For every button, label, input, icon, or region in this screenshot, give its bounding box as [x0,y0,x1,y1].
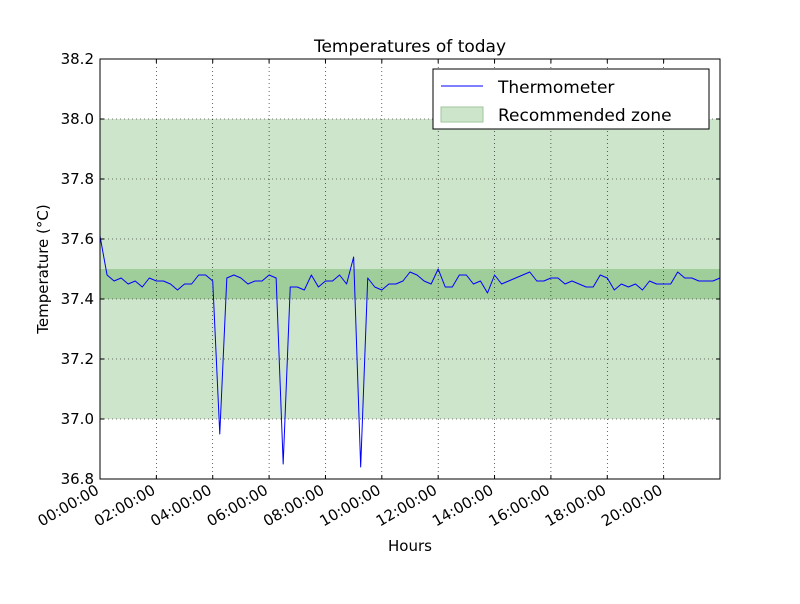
chart-title: Temperatures of today [313,37,506,57]
axes-frame [99,58,721,480]
y-tick-label: 37.0 [61,410,94,428]
x-axis-label: Hours [388,537,432,555]
y-tick-label: 37.2 [61,350,94,368]
y-tick-label: 37.4 [61,290,94,308]
y-axis-label: Temperature (°C) [34,204,52,334]
legend-zone-label: Recommended zone [498,106,672,126]
thermometer-series-line [99,235,721,468]
y-tick-label: 38.2 [61,50,94,68]
legend-thermometer-label: Thermometer [497,78,614,98]
inner-zone-band [100,269,720,299]
y-tick-label: 36.8 [61,470,94,488]
legend-zone-swatch [440,106,484,123]
y-tick-label: 37.6 [61,230,94,248]
y-tick-label: 37.8 [61,170,94,188]
y-tick-label: 38.0 [61,110,94,128]
legend: Thermometer Recommended zone [432,68,710,130]
